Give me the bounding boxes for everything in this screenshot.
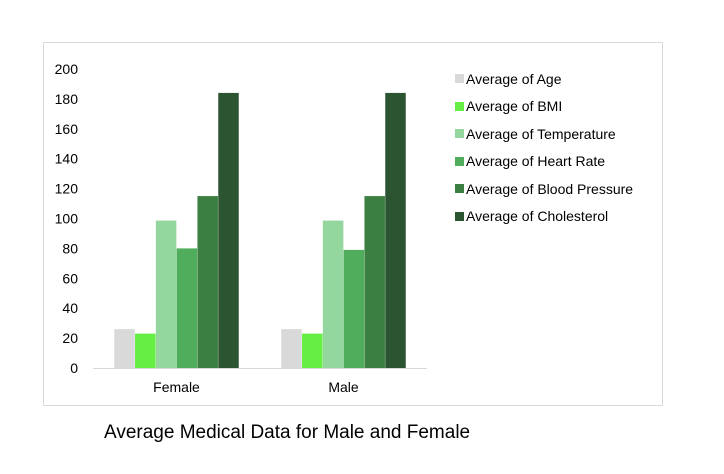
bar <box>135 333 156 368</box>
legend-swatch <box>455 74 464 84</box>
legend-label: Average of Temperature <box>466 125 616 142</box>
legend-label: Average of Heart Rate <box>466 153 606 170</box>
bar <box>218 92 239 369</box>
legend-swatch <box>455 129 464 139</box>
legend-item: Average of Age <box>455 65 685 93</box>
bar <box>364 196 385 368</box>
y-tick-label: 100 <box>55 211 79 227</box>
legend-swatch <box>455 101 464 111</box>
y-tick-label: 160 <box>55 121 79 137</box>
legend-item: Average of BMI <box>455 93 685 121</box>
legend-item: Average of Temperature <box>455 120 685 148</box>
y-tick-label: 140 <box>55 151 79 167</box>
bar <box>197 196 218 368</box>
y-tick-label: 180 <box>55 91 79 107</box>
legend-swatch <box>455 184 464 194</box>
legend-item: Average of Blood Pressure <box>455 175 685 203</box>
bars <box>114 92 406 369</box>
bar <box>155 220 177 368</box>
y-axis: 0 20 40 60 80 100 120 140 160 180 200 <box>55 61 79 376</box>
legend-swatch <box>455 156 464 166</box>
bar <box>281 329 302 368</box>
y-tick-label: 60 <box>62 270 78 286</box>
y-tick-label: 40 <box>62 300 78 316</box>
legend-item: Average of Heart Rate <box>455 148 685 176</box>
bar <box>385 92 406 369</box>
bar <box>302 333 323 368</box>
legend-label: Average of BMI <box>466 98 563 115</box>
legend: Average of Age Average of BMI Average of T… <box>455 65 685 230</box>
legend-label: Average of Blood Pressure <box>466 180 634 197</box>
legend-label: Average of Age <box>466 70 562 87</box>
bar <box>343 249 365 368</box>
bar <box>176 248 198 368</box>
bar <box>114 329 135 368</box>
x-axis: Female Male <box>93 368 427 395</box>
y-tick-label: 80 <box>62 240 78 256</box>
y-tick-label: 120 <box>55 181 79 197</box>
y-tick-label: 0 <box>70 360 78 376</box>
x-tick-label: Female <box>153 379 200 395</box>
y-tick-label: 20 <box>62 330 78 346</box>
x-tick-label: Male <box>328 379 359 395</box>
bar <box>322 220 344 368</box>
legend-swatch <box>455 211 464 221</box>
chart-caption: Average Medical Data for Male and Female <box>104 422 471 443</box>
legend-item: Average of Cholesterol <box>455 203 685 231</box>
y-tick-label: 200 <box>55 61 79 77</box>
legend-label: Average of Cholesterol <box>466 208 609 225</box>
